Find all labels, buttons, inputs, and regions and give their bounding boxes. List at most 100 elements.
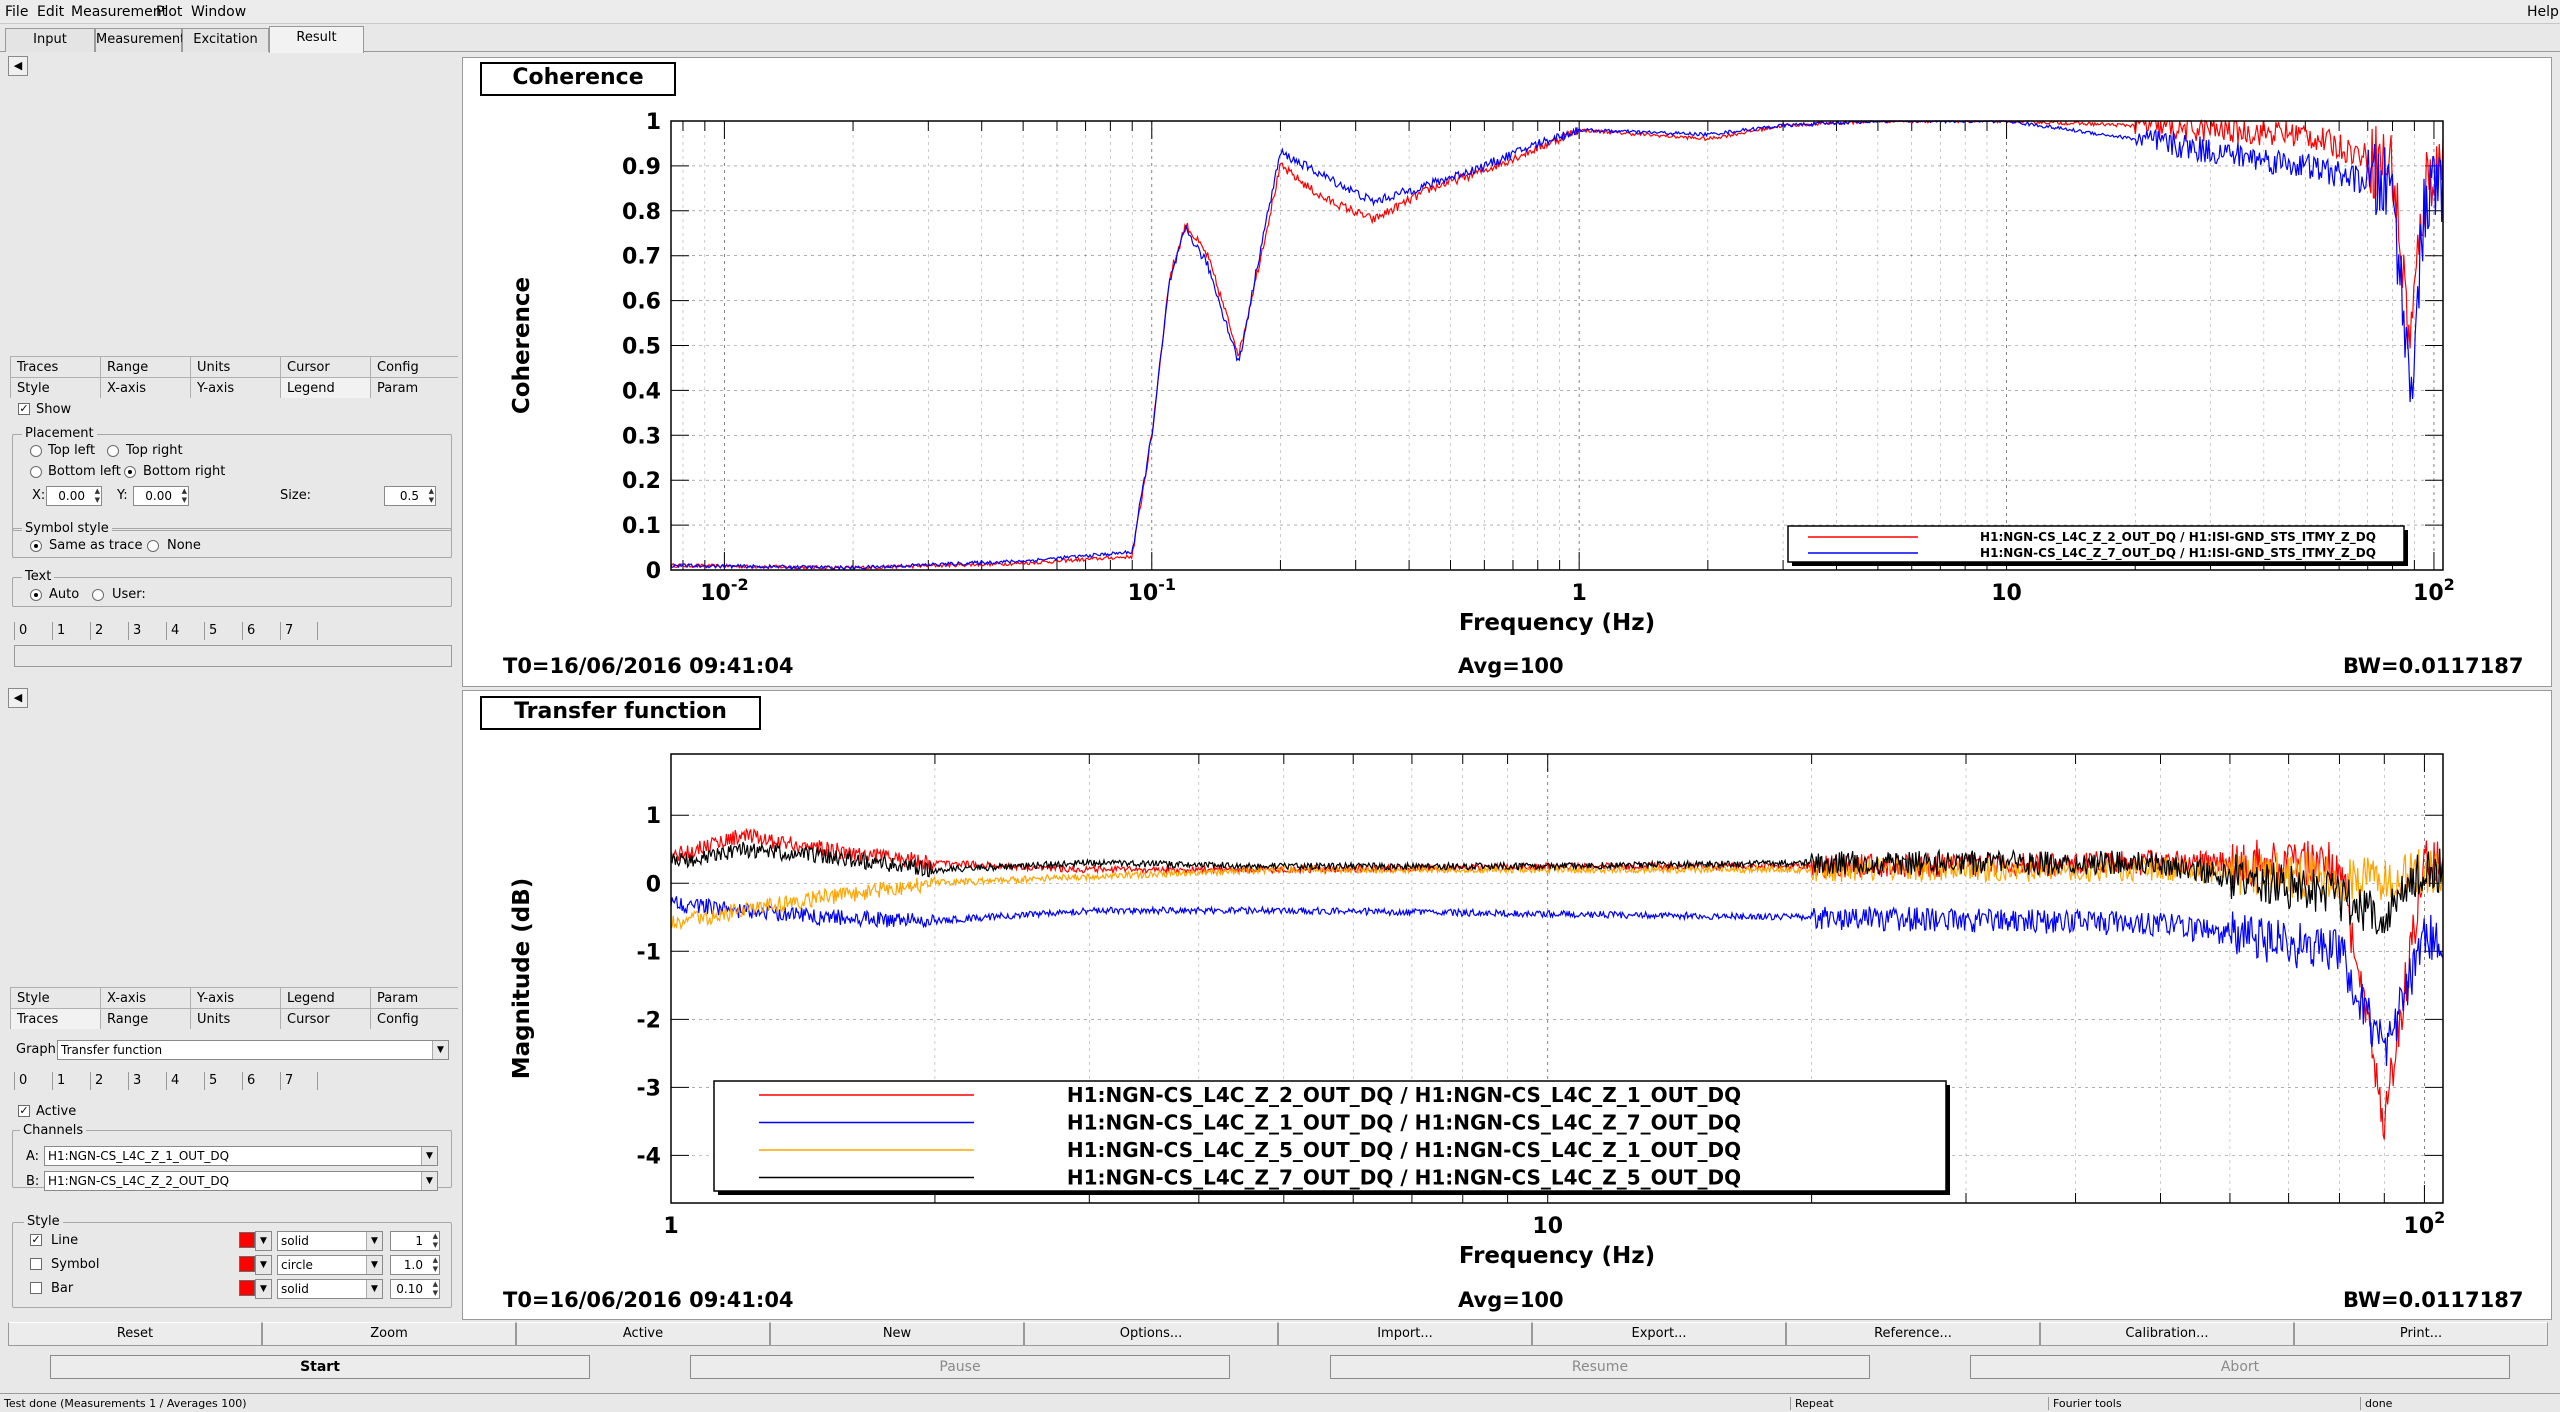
reset-button[interactable]: Reset [8, 1322, 262, 1346]
tab-range-2[interactable]: Range [100, 1008, 190, 1029]
collapse-left-icon[interactable]: ◀ [8, 56, 28, 76]
menu-window[interactable]: Window [191, 4, 247, 20]
legend-entry-0: H1:NGN-CS_L4C_Z_2_OUT_DQ / H1:NGN-CS_L4C… [1067, 1083, 1741, 1107]
reference-button[interactable]: Reference... [1786, 1322, 2040, 1346]
legend-trace-tab-0[interactable]: 0 [14, 622, 52, 640]
tab-param[interactable]: Param [370, 377, 458, 398]
calibration-button[interactable]: Calibration... [2040, 1322, 2294, 1346]
tab-legend-2[interactable]: Legend [280, 987, 370, 1008]
radio-auto[interactable] [30, 589, 42, 601]
trace-tab-0[interactable]: 0 [14, 1072, 52, 1090]
tab-cursor[interactable]: Cursor [280, 356, 370, 377]
radio-same-as-trace[interactable] [30, 540, 42, 552]
tab-excitation[interactable]: Excitation [182, 28, 269, 52]
radio-top-left[interactable] [30, 445, 42, 457]
legend-trace-tab-5[interactable]: 5 [204, 622, 242, 640]
symbol-color-dropdown[interactable]: ▼ [255, 1255, 272, 1275]
menu-plot[interactable]: Plot [156, 4, 183, 20]
resume-button[interactable]: Resume [1330, 1355, 1870, 1379]
menu-file[interactable]: File [5, 4, 29, 20]
channel-b-select[interactable]: H1:NGN-CS_L4C_Z_2_OUT_DQ ▼ [44, 1171, 438, 1191]
tab-units-2[interactable]: Units [190, 1008, 280, 1029]
line-style-select[interactable]: solid ▼ [277, 1231, 383, 1251]
tab-config-2[interactable]: Config [370, 1008, 458, 1029]
bar-style-select[interactable]: solid ▼ [277, 1279, 383, 1299]
tab-cursor-2[interactable]: Cursor [280, 1008, 370, 1029]
tab-measurement[interactable]: Measurement [95, 28, 185, 52]
line-color-swatch[interactable] [239, 1232, 255, 1248]
legend-trace-tab-1[interactable]: 1 [52, 622, 90, 640]
tab-style-2[interactable]: Style [10, 987, 100, 1008]
line-checkbox[interactable]: ✓ [30, 1233, 42, 1246]
y-position-spinner[interactable]: 0.00 [133, 486, 189, 506]
active-button[interactable]: Active [516, 1322, 770, 1346]
active-checkbox[interactable]: ✓ [18, 1104, 30, 1117]
export-button[interactable]: Export... [1532, 1322, 1786, 1346]
trace-tab-4[interactable]: 4 [166, 1072, 204, 1090]
trace-tab-2[interactable]: 2 [90, 1072, 128, 1090]
tab-range[interactable]: Range [100, 356, 190, 377]
bar-color-swatch[interactable] [239, 1280, 255, 1296]
trace-tab-1[interactable]: 1 [52, 1072, 90, 1090]
legend-trace-tab-6[interactable]: 6 [242, 622, 280, 640]
graph-select[interactable]: Transfer function ▼ [57, 1040, 449, 1060]
tab-input[interactable]: Input [5, 28, 95, 52]
line-color-dropdown[interactable]: ▼ [255, 1231, 272, 1251]
tab-config[interactable]: Config [370, 356, 458, 377]
trace-tab-6[interactable]: 6 [242, 1072, 280, 1090]
symbol-size-spinner[interactable]: 1.0 [390, 1255, 440, 1275]
legend-trace-tab-2[interactable]: 2 [90, 622, 128, 640]
radio-bottom-left[interactable] [30, 466, 42, 478]
menu-help[interactable]: Help [2527, 4, 2559, 20]
avg-label: Avg=100 [1458, 654, 1564, 678]
legend-trace-tab-3[interactable]: 3 [128, 622, 166, 640]
tab-y-axis-2[interactable]: Y-axis [190, 987, 280, 1008]
symbol-color-swatch[interactable] [239, 1256, 255, 1272]
start-button[interactable]: Start [50, 1355, 590, 1379]
show-checkbox[interactable]: ✓ [18, 402, 30, 415]
legend-text-field[interactable] [14, 645, 452, 667]
legend-trace-tab-4[interactable]: 4 [166, 622, 204, 640]
radio-user[interactable] [92, 589, 104, 601]
channel-a-select[interactable]: H1:NGN-CS_L4C_Z_1_OUT_DQ ▼ [44, 1146, 438, 1166]
symbol-checkbox[interactable] [30, 1258, 42, 1270]
coherence-plot-pad[interactable]: Coherence 0 0.1 0.2 0.3 0.4 0.5 0.6 0.7 0.8 0.9 1 1… [462, 57, 2552, 687]
size-spinner[interactable]: 0.5 [384, 486, 436, 506]
x-position-spinner[interactable]: 0.00 [46, 486, 102, 506]
collapse-left-icon-2[interactable]: ◀ [8, 688, 28, 708]
tab-y-axis[interactable]: Y-axis [190, 377, 280, 398]
bar-width-spinner[interactable]: 0.10 [390, 1279, 440, 1299]
tab-x-axis[interactable]: X-axis [100, 377, 190, 398]
import-button[interactable]: Import... [1278, 1322, 1532, 1346]
chevron-down-icon: ▼ [256, 1232, 271, 1250]
trace-tab-5[interactable]: 5 [204, 1072, 242, 1090]
y-tick-label: 0.1 [622, 514, 661, 539]
radio-top-right[interactable] [107, 445, 119, 457]
trace-tab-3[interactable]: 3 [128, 1072, 166, 1090]
radio-bottom-right[interactable] [124, 466, 136, 478]
tab-traces-2[interactable]: Traces [10, 1008, 100, 1029]
tab-x-axis-2[interactable]: X-axis [100, 987, 190, 1008]
tab-style[interactable]: Style [10, 377, 100, 398]
menu-measurement[interactable]: Measurement [71, 4, 168, 20]
tab-legend[interactable]: Legend [280, 377, 370, 398]
transfer-function-plot-pad[interactable]: Transfer function -4 -3 -2 -1 0 1 1 10 102 Freque… [462, 690, 2552, 1320]
abort-button[interactable]: Abort [1970, 1355, 2510, 1379]
bar-color-dropdown[interactable]: ▼ [255, 1279, 272, 1299]
line-width-spinner[interactable]: 1 [390, 1231, 440, 1251]
bar-checkbox[interactable] [30, 1282, 42, 1294]
pause-button[interactable]: Pause [690, 1355, 1230, 1379]
trace-tab-7[interactable]: 7 [280, 1072, 318, 1090]
legend-trace-tab-7[interactable]: 7 [280, 622, 318, 640]
radio-none[interactable] [147, 540, 159, 552]
new-button[interactable]: New [770, 1322, 1024, 1346]
menu-edit[interactable]: Edit [37, 4, 65, 20]
options-button[interactable]: Options... [1024, 1322, 1278, 1346]
tab-units[interactable]: Units [190, 356, 280, 377]
tab-traces[interactable]: Traces [10, 356, 100, 377]
zoom-button[interactable]: Zoom [262, 1322, 516, 1346]
print-button[interactable]: Print... [2294, 1322, 2548, 1346]
symbol-style-select[interactable]: circle ▼ [277, 1255, 383, 1275]
tab-param-2[interactable]: Param [370, 987, 458, 1008]
tab-result[interactable]: Result [269, 26, 364, 53]
